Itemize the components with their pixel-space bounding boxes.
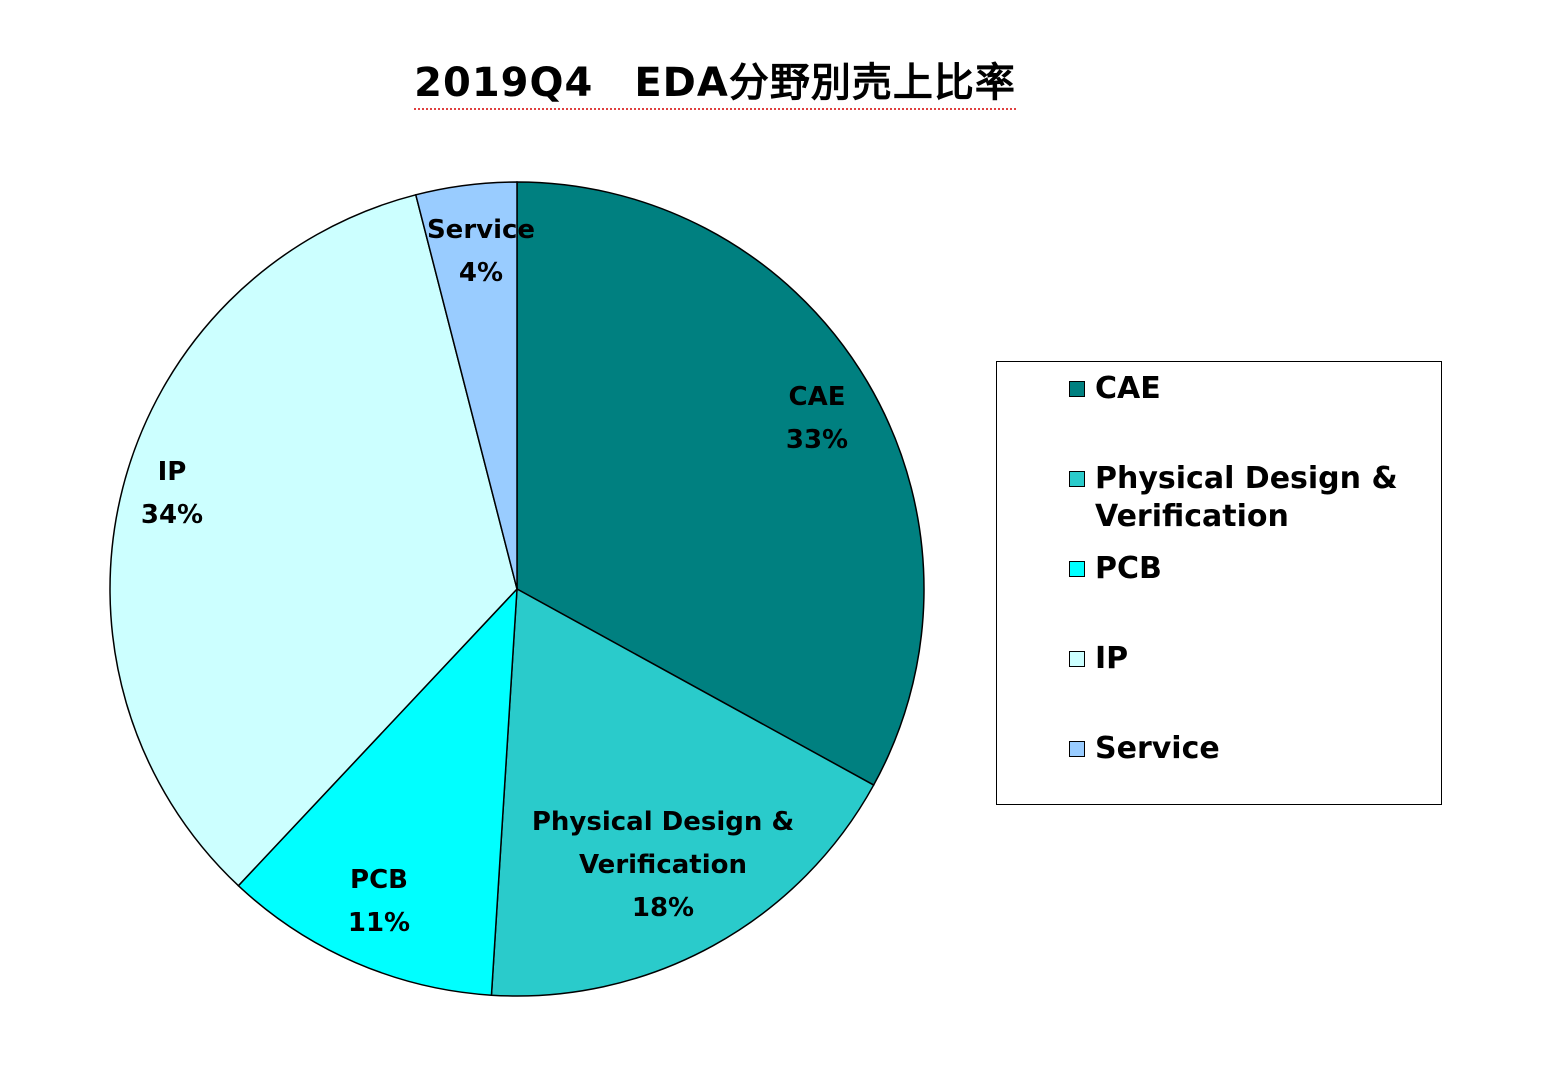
legend-item: PCB — [1069, 550, 1415, 588]
slice-percent: 11% — [348, 908, 410, 938]
legend-swatch — [1069, 381, 1085, 397]
slice-percent: 18% — [632, 893, 694, 923]
pie-slice-ip — [109, 193, 518, 887]
slice-label-cae: CAE 33% — [786, 382, 848, 455]
slice-name: PCB — [350, 865, 408, 895]
pie-slice-pcb — [237, 586, 518, 996]
slice-name: Physical Design & — [532, 807, 794, 837]
pie-labels: CAE 33% Physical Design & Verification 18% PC… — [141, 215, 848, 938]
legend-label: Service — [1095, 731, 1220, 766]
legend-swatch — [1069, 471, 1085, 487]
slice-percent: 33% — [786, 425, 848, 455]
slice-label-service: Service 4% — [427, 215, 535, 288]
slice-label-physical-design-verification: Physical Design & Verification 18% — [532, 807, 794, 923]
legend-item: IP — [1069, 640, 1415, 678]
slice-name: Service — [427, 215, 535, 245]
chart-title-text: 2019Q4 EDA分野別売上比率 — [414, 60, 1016, 110]
legend-label: IP — [1095, 641, 1129, 676]
legend-swatch — [1069, 741, 1085, 757]
pie-slice-physical-design-verification — [490, 587, 875, 997]
slice-label-pcb: PCB 11% — [348, 865, 410, 938]
legend-item: CAE — [1069, 370, 1415, 408]
chart-title: 2019Q4 EDA分野別売上比率 — [0, 50, 1430, 110]
slice-label-ip: IP 34% — [141, 457, 203, 530]
slice-name: CAE — [789, 382, 846, 412]
pie-slice-cae — [516, 181, 925, 787]
legend-swatch — [1069, 651, 1085, 667]
legend-label: PCB — [1095, 551, 1162, 586]
slice-name: IP — [158, 457, 187, 487]
slice-name: Verification — [579, 850, 747, 880]
legend-item: Service — [1069, 730, 1415, 768]
pie-slice-service — [414, 181, 518, 590]
slice-percent: 4% — [459, 258, 503, 288]
slice-percent: 34% — [141, 500, 203, 530]
legend-label: Physical Design & Verification — [1095, 461, 1398, 534]
legend-item: Physical Design & Verification — [1069, 460, 1415, 536]
legend-swatch — [1069, 561, 1085, 577]
legend: CAE Physical Design & Verification PCB IP Ser… — [996, 361, 1442, 805]
legend-label: CAE — [1095, 371, 1161, 406]
pie-slices — [109, 181, 925, 997]
